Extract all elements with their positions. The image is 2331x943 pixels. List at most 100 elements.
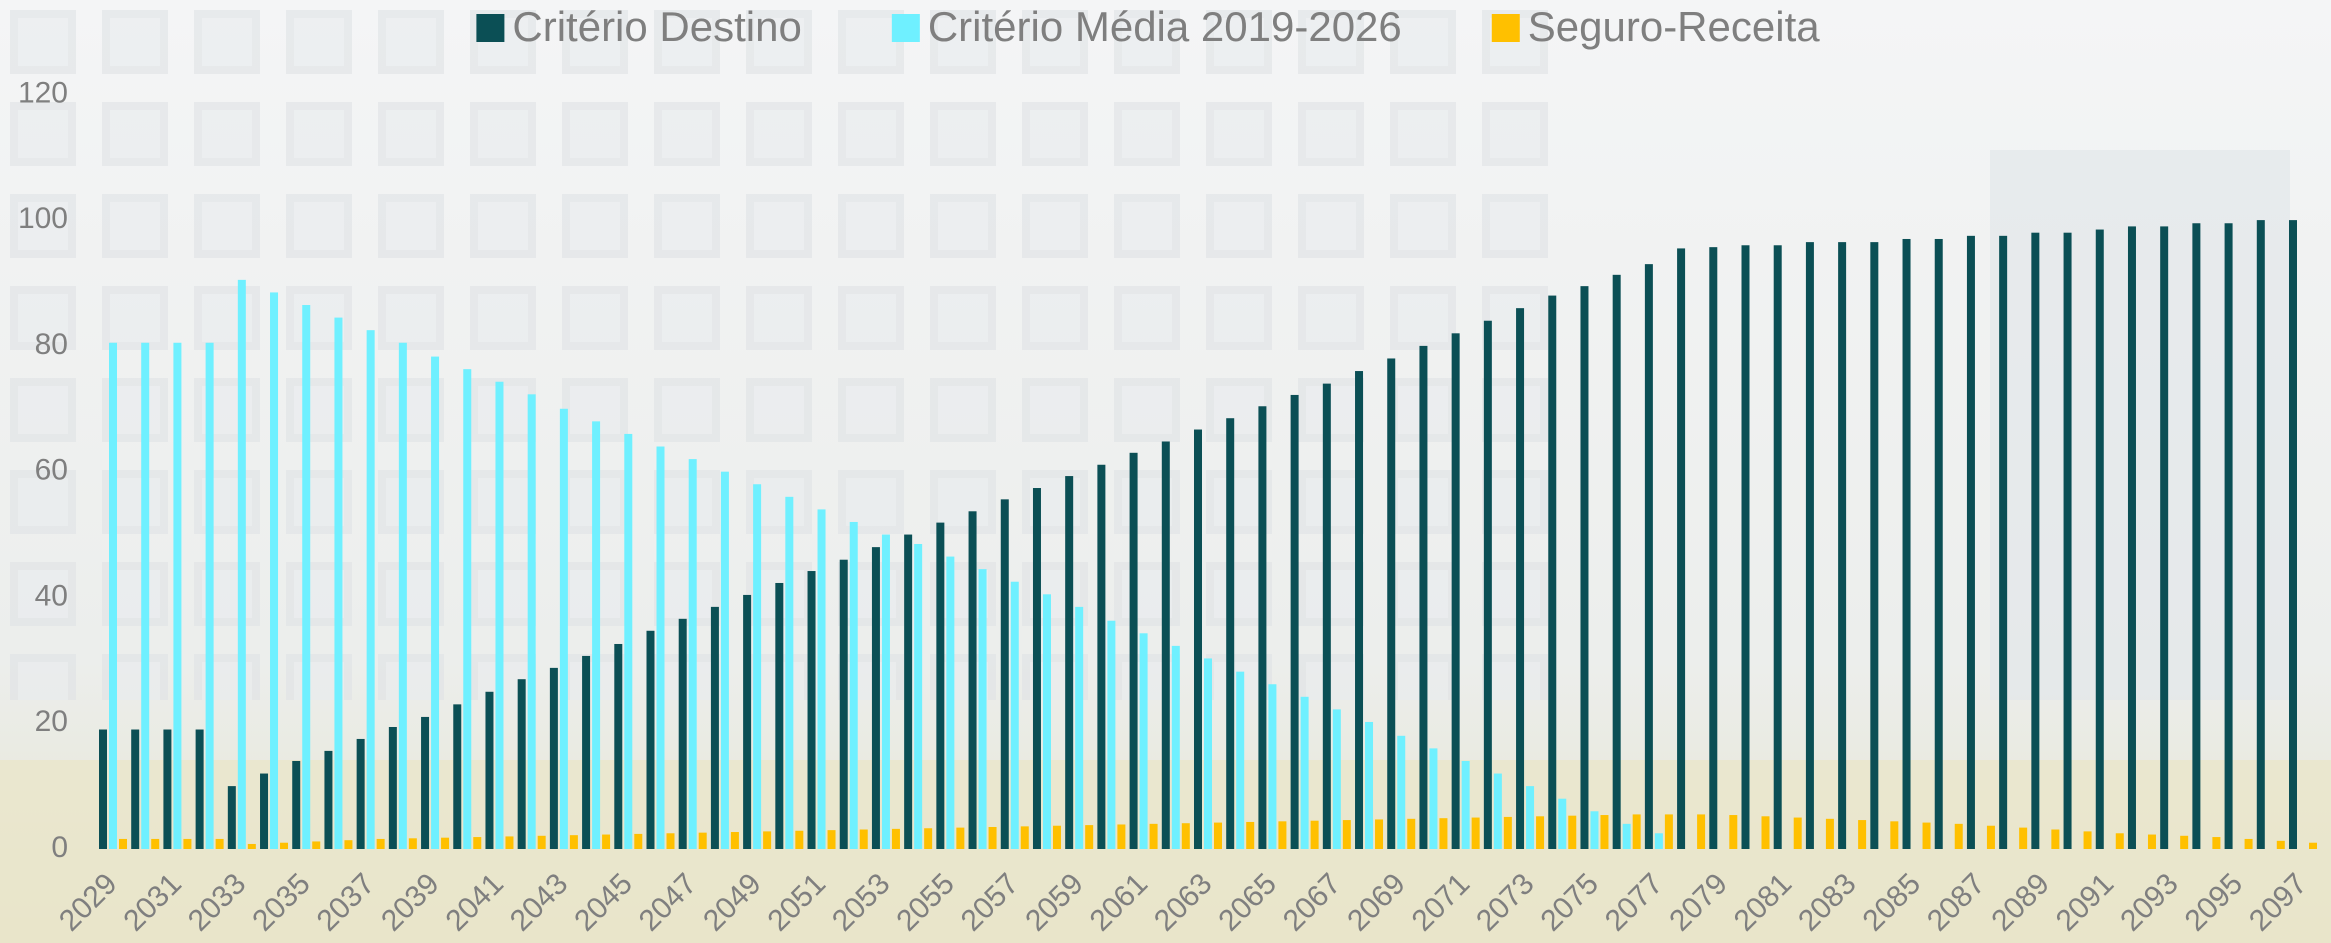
bar <box>988 826 997 849</box>
bar <box>1387 358 1396 849</box>
bar <box>678 618 687 849</box>
bar <box>2127 226 2136 849</box>
bar <box>1697 814 1706 849</box>
bar <box>2147 834 2156 849</box>
bar <box>1729 815 1738 849</box>
legend-label: Critério Destino <box>512 3 801 50</box>
bar <box>280 842 289 849</box>
bar <box>1310 820 1319 849</box>
legend-swatch <box>891 14 920 42</box>
bar <box>2244 838 2253 849</box>
bar <box>1761 816 1770 849</box>
bar <box>517 679 526 849</box>
bar <box>1934 238 1943 849</box>
bar <box>119 838 127 849</box>
bar <box>1355 371 1364 849</box>
bar <box>324 750 333 849</box>
legend-swatch <box>476 14 505 42</box>
bar <box>1590 811 1599 849</box>
bar <box>453 704 462 849</box>
bar <box>656 446 665 849</box>
bar <box>720 471 729 849</box>
bar <box>634 833 643 849</box>
bar <box>1632 814 1641 849</box>
bar <box>569 835 578 849</box>
bar <box>1052 825 1061 849</box>
bar <box>1493 773 1502 849</box>
bar <box>2031 232 2040 849</box>
bar <box>1300 696 1309 849</box>
bar <box>688 459 697 849</box>
bar <box>602 834 611 849</box>
bar <box>1171 645 1180 849</box>
bar <box>817 509 826 849</box>
bar <box>485 691 494 849</box>
bar <box>1181 823 1190 849</box>
bar <box>1032 488 1041 849</box>
bar <box>1451 333 1460 849</box>
bar <box>1020 826 1029 849</box>
bar <box>292 760 301 849</box>
bar <box>215 838 224 849</box>
y-tick-label: 0 <box>51 831 68 864</box>
bar <box>441 837 450 849</box>
bar <box>1278 821 1287 849</box>
bar <box>839 559 848 849</box>
bar <box>1558 798 1567 849</box>
bar <box>1644 264 1653 850</box>
bar <box>1580 286 1589 850</box>
bar <box>1268 684 1277 849</box>
bar <box>1773 245 1782 849</box>
bar <box>183 838 192 849</box>
bar <box>1332 709 1341 849</box>
bar <box>473 837 482 849</box>
bar <box>559 408 568 849</box>
bar <box>366 330 375 850</box>
bar <box>1139 633 1148 849</box>
bar <box>827 830 836 849</box>
bar <box>1214 822 1222 849</box>
bar <box>1471 817 1480 849</box>
bar <box>1226 418 1235 849</box>
bar <box>2309 842 2317 849</box>
bar <box>1612 274 1621 849</box>
bar <box>1966 235 1975 850</box>
bar <box>1065 476 1074 849</box>
bar <box>1503 816 1512 849</box>
bar <box>1483 320 1492 849</box>
bar <box>431 356 440 849</box>
legend-label: Critério Média 2019-2026 <box>928 3 1402 50</box>
bar <box>2019 827 2028 849</box>
bar <box>356 738 365 849</box>
bar <box>763 831 772 849</box>
bar <box>1117 824 1126 849</box>
bar <box>849 521 858 849</box>
bar <box>151 838 160 849</box>
bar <box>1246 821 1255 849</box>
bar <box>1322 383 1331 849</box>
bar <box>698 832 707 849</box>
bar <box>1858 820 1867 849</box>
bar <box>247 843 256 849</box>
bar <box>730 832 739 849</box>
bar <box>753 484 762 849</box>
bar <box>1194 429 1202 849</box>
bar <box>710 606 719 849</box>
bar <box>463 369 472 849</box>
bar <box>270 292 279 849</box>
bar <box>1097 464 1106 849</box>
bar <box>1290 394 1299 849</box>
bar <box>195 729 204 849</box>
bar <box>1793 817 1802 849</box>
bar <box>1042 594 1051 849</box>
bar <box>237 279 246 849</box>
bar <box>859 829 868 849</box>
bar <box>1654 833 1663 849</box>
bar <box>946 556 955 849</box>
bar <box>131 729 140 849</box>
bar <box>914 543 923 849</box>
bar <box>205 342 214 849</box>
bar <box>227 786 236 849</box>
bar <box>2095 229 2104 850</box>
